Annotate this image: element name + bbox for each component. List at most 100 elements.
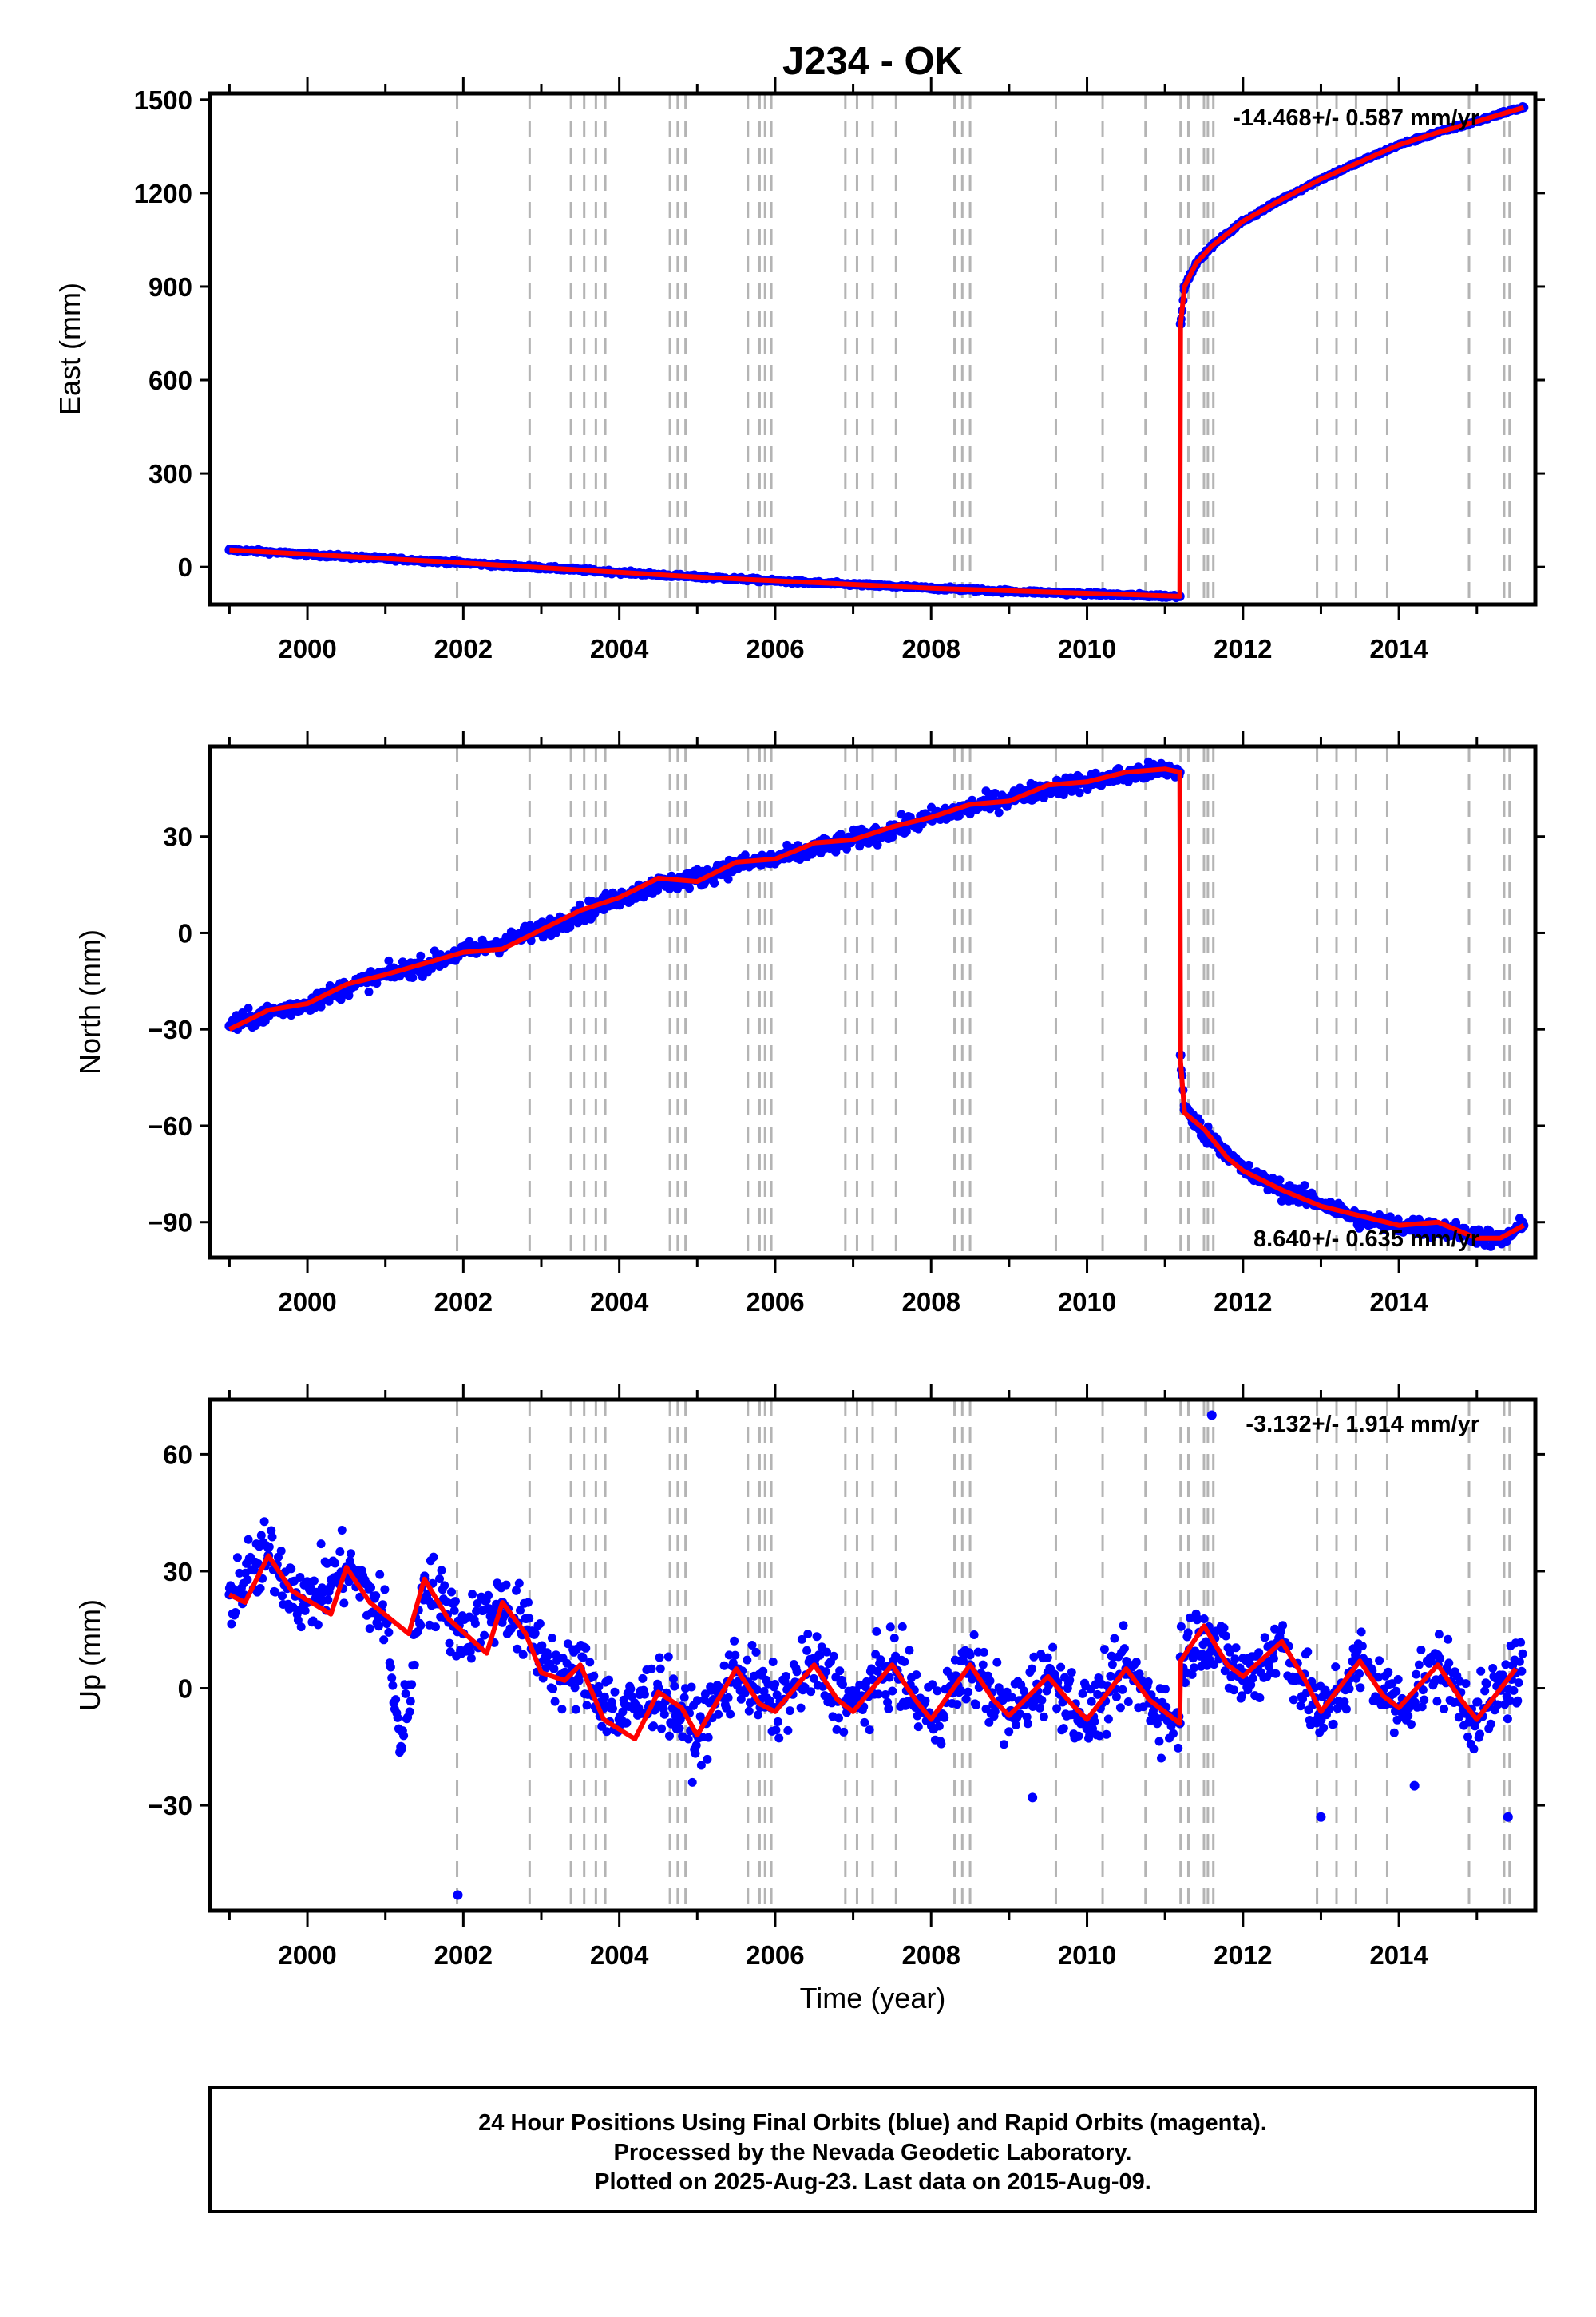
data-point <box>1231 1643 1241 1653</box>
data-point <box>243 1575 252 1585</box>
data-point <box>889 1634 899 1643</box>
data-point <box>649 1721 659 1731</box>
data-point <box>1303 1647 1313 1657</box>
data-point <box>723 1693 733 1702</box>
data-point <box>1095 1731 1104 1741</box>
data-point <box>256 1531 266 1540</box>
data-point <box>1187 1669 1197 1679</box>
plot-frame <box>208 1397 1538 1913</box>
data-point <box>655 1664 665 1673</box>
data-point <box>985 1676 995 1685</box>
data-point <box>1480 1686 1490 1696</box>
data-point <box>984 1717 994 1727</box>
data-point <box>1375 1656 1384 1665</box>
data-point <box>744 1706 754 1716</box>
data-point <box>969 1630 979 1639</box>
data-point <box>525 1614 534 1623</box>
data-point <box>669 1674 678 1684</box>
data-point <box>956 1686 966 1696</box>
data-point <box>768 1658 778 1666</box>
data-point <box>783 1725 793 1735</box>
north-model-line <box>228 766 1525 1241</box>
data-point <box>1414 1660 1424 1669</box>
data-point <box>1509 1685 1519 1695</box>
data-point <box>1102 1729 1111 1739</box>
data-point <box>1461 1679 1471 1689</box>
data-point <box>913 1722 923 1732</box>
x-tick-label: 2014 <box>1369 1940 1428 1970</box>
data-point <box>293 1615 303 1625</box>
data-point <box>313 1620 323 1630</box>
data-point <box>254 1559 263 1568</box>
data-point <box>1418 1685 1428 1695</box>
data-point <box>1475 1729 1484 1739</box>
data-point <box>627 1692 636 1701</box>
x-tick-label: 2002 <box>434 1940 493 1970</box>
data-point <box>897 1622 907 1631</box>
data-point <box>1357 1642 1367 1651</box>
data-point <box>1011 1721 1020 1729</box>
data-point <box>928 1680 937 1689</box>
data-point <box>416 951 426 960</box>
data-point <box>379 1635 389 1645</box>
data-point <box>1488 1664 1498 1673</box>
data-point <box>570 1683 580 1693</box>
data-point <box>1106 1671 1115 1681</box>
data-point <box>1059 1724 1068 1733</box>
data-point <box>860 1717 869 1727</box>
data-point <box>696 1761 706 1770</box>
data-point <box>1316 1812 1326 1822</box>
data-point <box>1416 1646 1426 1654</box>
north-axis-label: North (mm) <box>73 929 106 1075</box>
data-point <box>937 1739 946 1749</box>
data-point <box>881 1690 890 1699</box>
data-point <box>1515 1657 1524 1666</box>
data-point <box>1260 1633 1269 1642</box>
data-point <box>323 1595 333 1605</box>
data-point <box>1000 1740 1008 1749</box>
data-point <box>1463 1732 1472 1741</box>
data-point <box>1004 1727 1014 1737</box>
data-point <box>835 1666 845 1676</box>
data-point <box>244 1535 253 1544</box>
data-point <box>1268 1174 1277 1183</box>
data-point <box>1417 1702 1427 1712</box>
data-point <box>296 1622 306 1632</box>
data-point <box>399 1731 409 1741</box>
data-point <box>1341 1705 1351 1714</box>
data-point <box>1119 1621 1128 1630</box>
chart-title: J234 - OK <box>782 40 963 83</box>
x-tick-label: 2000 <box>278 634 336 663</box>
data-point <box>759 1687 769 1696</box>
data-point <box>563 1639 572 1649</box>
north-panel: −90 −60 −30 0 30 2000 2002 2004 2006 2008 2010 2012… <box>73 731 1545 1317</box>
data-point <box>447 1587 456 1597</box>
data-point <box>589 1671 599 1681</box>
x-tick-label: 2010 <box>1058 1940 1116 1970</box>
data-point <box>1238 1675 1248 1685</box>
data-point <box>1099 1645 1109 1654</box>
y-tick-label: 600 <box>149 366 192 395</box>
data-point <box>659 1709 669 1719</box>
data-point <box>1039 1712 1048 1721</box>
data-point <box>1027 1664 1036 1673</box>
data-point <box>1503 1714 1512 1724</box>
data-point <box>1048 1642 1058 1652</box>
data-point <box>670 1681 679 1691</box>
data-point <box>513 1644 522 1654</box>
data-point <box>1110 1634 1119 1643</box>
data-point <box>337 1526 347 1535</box>
x-axis-label: Time (year) <box>800 1982 946 2014</box>
x-tick-label: 2002 <box>434 1287 493 1317</box>
data-point <box>537 1644 546 1654</box>
data-point <box>1340 1697 1349 1706</box>
x-tick-label: 2000 <box>278 1940 336 1970</box>
data-point <box>331 1559 340 1568</box>
data-point <box>1008 1693 1016 1702</box>
data-point <box>451 1597 460 1606</box>
data-point <box>271 1587 280 1597</box>
data-point <box>264 1542 274 1551</box>
data-point <box>335 1547 345 1556</box>
data-point <box>380 1585 390 1594</box>
data-point <box>1103 1714 1113 1724</box>
